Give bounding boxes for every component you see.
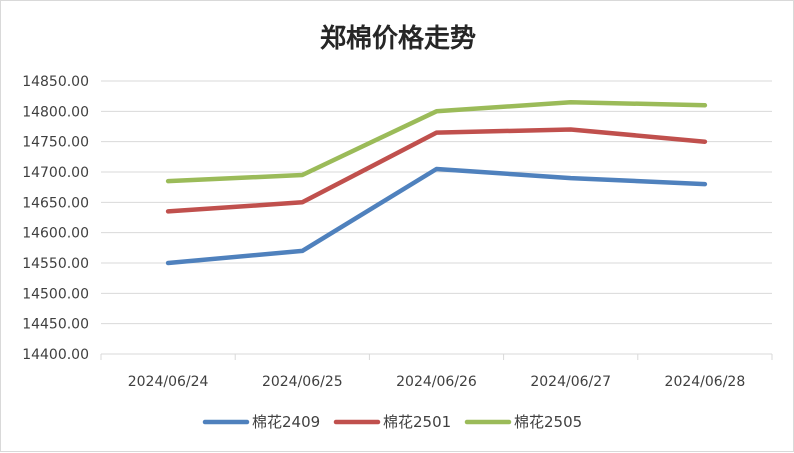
x-tick-label: 2024/06/24 (128, 374, 209, 390)
legend-label: 棉花2505 (514, 413, 582, 431)
y-tick-label: 14450.00 (22, 317, 89, 333)
y-tick-label: 14500.00 (22, 286, 89, 302)
series-line-棉花2505 (165, 99, 708, 184)
series-lines (165, 99, 708, 266)
axes: 14400.00 14450.00 14500.00 14550.00 14600.00… (22, 74, 773, 390)
x-tick-label: 2024/06/28 (665, 374, 746, 390)
y-tick-label: 14800.00 (22, 104, 89, 120)
legend: 棉花2409 棉花2501 棉花2505 (202, 413, 582, 431)
y-tick-label: 14600.00 (22, 226, 89, 242)
x-tick-label: 2024/06/27 (530, 374, 611, 390)
y-tick-label: 14400.00 (22, 347, 89, 363)
y-tick-label: 14850.00 (22, 74, 89, 90)
legend-label: 棉花2501 (383, 413, 451, 431)
y-tick-label: 14750.00 (22, 135, 89, 151)
chart-title: 郑棉价格走势 (320, 23, 476, 54)
series-line-棉花2501 (165, 127, 708, 214)
gridlines (101, 80, 772, 355)
series-line-棉花2409 (165, 166, 708, 266)
y-tick-label: 14550.00 (22, 256, 89, 272)
x-tick-label: 2024/06/25 (262, 374, 343, 390)
y-tick-label: 14700.00 (22, 165, 89, 181)
x-tick-label: 2024/06/26 (396, 374, 477, 390)
y-tick-label: 14650.00 (22, 195, 89, 211)
legend-label: 棉花2409 (252, 413, 320, 431)
